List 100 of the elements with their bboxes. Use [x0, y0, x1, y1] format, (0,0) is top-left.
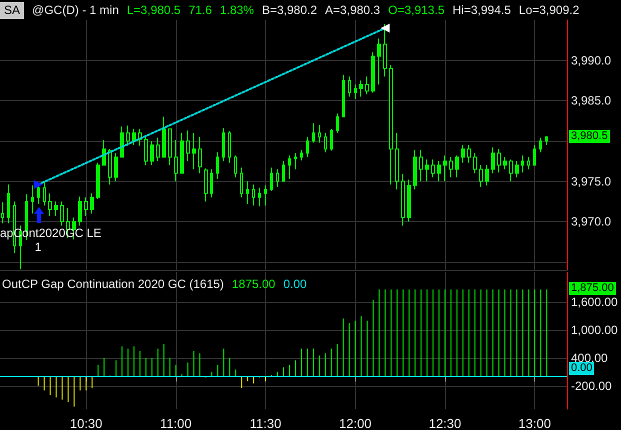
candlestick	[324, 132, 327, 153]
x-tick-label: 12:30	[428, 416, 462, 430]
candlestick	[342, 74, 345, 118]
candlestick	[258, 187, 261, 207]
text: O=3,913.5	[388, 3, 444, 17]
candlestick	[395, 132, 399, 190]
candlestick	[336, 113, 339, 134]
candlestick	[419, 149, 423, 182]
text: 1,875.00	[569, 282, 616, 296]
candlestick	[222, 128, 225, 162]
candlestick	[521, 154, 524, 173]
text: B=3,980.2	[262, 3, 318, 17]
candlestick	[270, 167, 273, 192]
candlestick	[479, 164, 483, 188]
candlestick	[96, 162, 100, 200]
candlestick	[545, 136, 548, 146]
candlestick	[282, 160, 285, 182]
text: Hi=3,994.5	[452, 3, 511, 17]
text: 1.83%	[220, 3, 254, 17]
text: 3,980.5	[569, 130, 610, 143]
annotation: 0.00	[283, 277, 307, 291]
candlestick	[401, 174, 405, 226]
candlestick	[37, 184, 40, 204]
text: A=3,980.3	[325, 3, 380, 17]
candlestick	[144, 136, 148, 166]
candlestick	[348, 76, 351, 98]
candlestick	[48, 192, 52, 216]
candlestick	[527, 156, 530, 170]
candlestick	[168, 128, 172, 166]
y-tick-label: 3,990.0	[571, 53, 612, 68]
candlestick	[455, 154, 459, 178]
candlestick	[240, 167, 243, 198]
x-tick-label: 10:30	[70, 416, 102, 430]
x-tick-label: 11:00	[160, 416, 192, 430]
y-tick-label: 3,985.0	[571, 94, 612, 108]
candlestick	[234, 154, 237, 178]
candlestick	[228, 130, 231, 164]
candlestick	[31, 184, 34, 214]
candlestick	[485, 164, 489, 186]
candlestick	[365, 76, 369, 95]
candlestick	[407, 179, 411, 222]
text: 71.6	[188, 3, 212, 17]
candlestick	[377, 38, 381, 86]
candlestick	[467, 144, 471, 164]
candlestick	[461, 144, 465, 164]
candlestick	[204, 168, 208, 202]
annotation: 1	[34, 240, 42, 254]
candlestick	[509, 159, 513, 182]
candlestick	[539, 137, 542, 153]
candlestick	[90, 192, 94, 214]
candlestick	[54, 200, 58, 216]
candlestick	[533, 144, 536, 166]
candlestick	[276, 168, 279, 188]
candlestick	[216, 152, 219, 180]
candlestick	[354, 84, 357, 100]
y-tick-label: 1,000.00	[571, 323, 618, 338]
x-tick-label: 13:00	[518, 416, 551, 430]
candlestick	[156, 137, 160, 162]
chart-title: @GC(D) - 1 min	[32, 3, 119, 17]
text: SA	[0, 2, 24, 19]
candlestick	[84, 196, 88, 216]
text: Lo=3,909.2	[518, 3, 580, 17]
x-tick-label: 12:00	[339, 416, 372, 430]
candlestick	[371, 52, 375, 94]
candlestick	[120, 126, 124, 158]
y-tick-label: 400.00	[571, 350, 608, 365]
candlestick	[180, 132, 184, 174]
candlestick	[252, 184, 255, 206]
candlestick	[473, 152, 477, 174]
candlestick	[7, 184, 10, 224]
y-tick-label: 3,975.0	[571, 174, 612, 188]
candlestick	[114, 152, 118, 182]
candlestick	[383, 24, 387, 77]
candlestick	[294, 152, 297, 170]
candlestick	[132, 128, 136, 146]
candlestick	[318, 124, 321, 144]
y-tick-label: 3,970.0	[571, 214, 612, 229]
candlestick	[162, 116, 166, 158]
ref-line-label: 0.00	[569, 362, 594, 376]
candlestick	[330, 128, 333, 152]
candlestick	[150, 140, 154, 166]
candlestick	[78, 196, 82, 226]
candlestick	[288, 154, 291, 180]
candlestick	[246, 180, 249, 204]
candlestick	[43, 180, 46, 206]
candlestick	[431, 159, 435, 178]
chart-title: OutCP Gap Continuation 2020 GC (1615)	[2, 277, 224, 291]
candlestick	[186, 130, 190, 162]
candlestick	[210, 168, 213, 198]
candlestick	[425, 159, 429, 182]
candlestick	[491, 146, 495, 174]
candlestick	[503, 156, 507, 170]
candlestick	[389, 64, 393, 186]
candlestick	[60, 200, 64, 226]
candlestick	[192, 132, 196, 170]
candlestick	[359, 80, 363, 98]
candlestick	[515, 160, 519, 178]
candlestick	[264, 184, 267, 206]
candlestick	[1, 202, 4, 224]
y-tick-label: 1,600.00	[571, 295, 618, 310]
